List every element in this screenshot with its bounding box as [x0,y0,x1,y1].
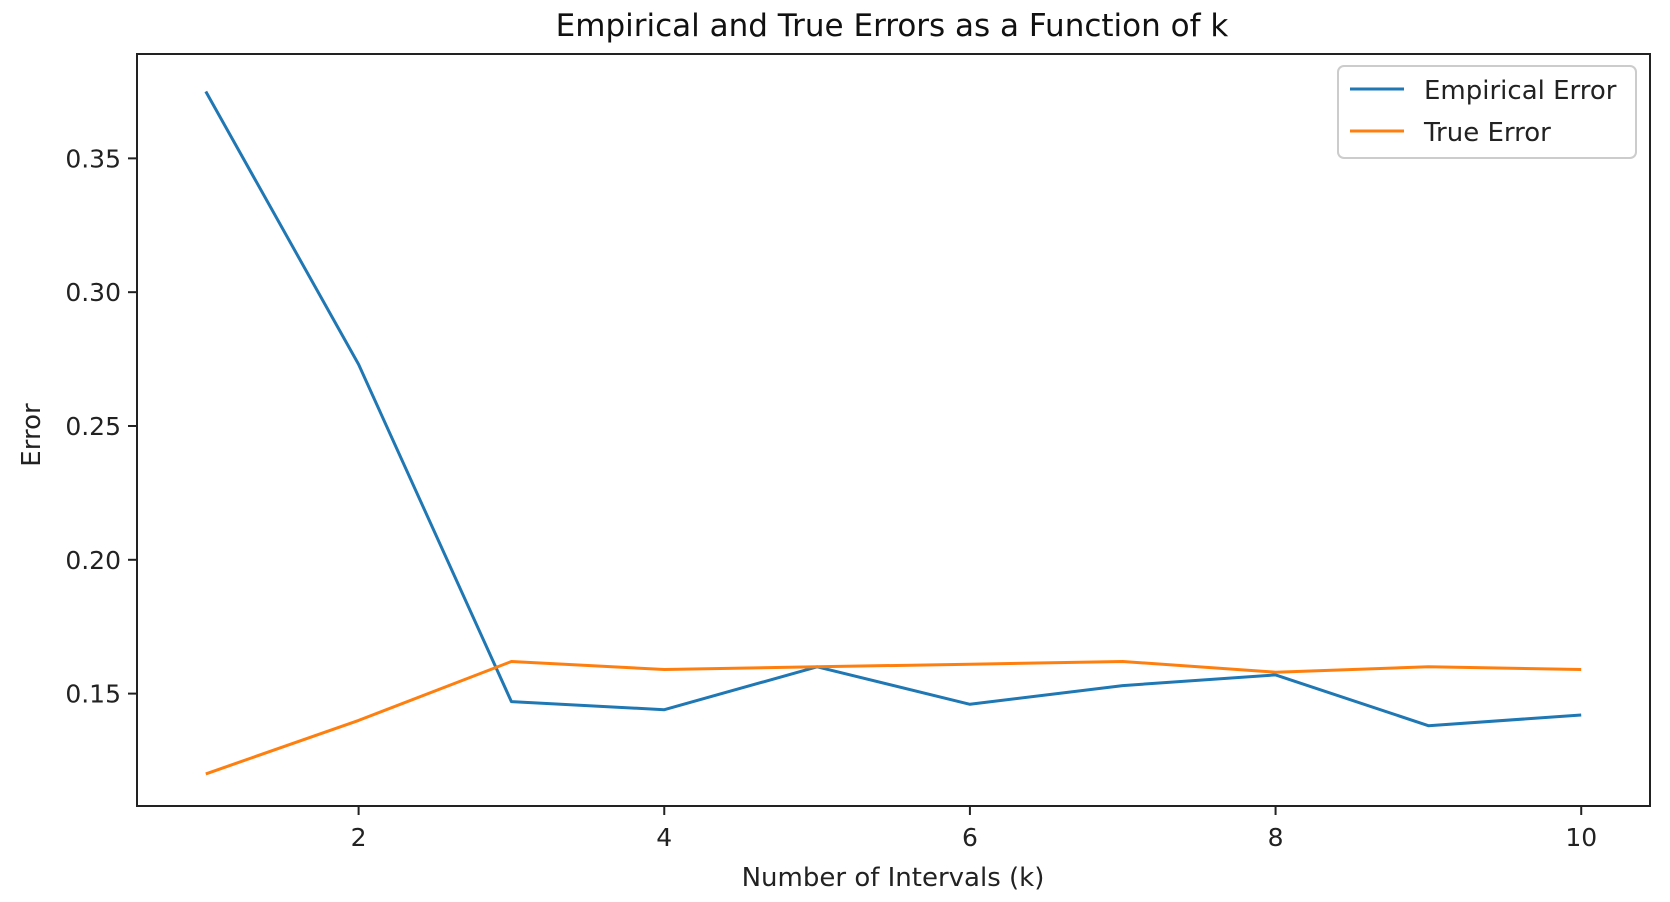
series-line-empirical-error [204,90,1582,728]
y-axis: 0.15 0.20 0.25 0.30 0.35 [65,144,137,709]
x-axis: 2 4 6 8 10 [351,806,1597,852]
legend: Empirical Error True Error [1337,65,1637,159]
y-tick-label: 0.35 [65,144,121,173]
x-tick-label: 10 [1565,823,1597,852]
legend-label-empirical-error: Empirical Error [1424,76,1617,106]
plot-area [136,53,1651,807]
legend-label-true-error: True Error [1423,118,1551,148]
y-tick-label: 0.20 [65,546,121,575]
y-axis-label: Error [17,403,47,467]
x-axis-label: Number of Intervals (k) [742,863,1045,893]
x-tick-label: 8 [1268,823,1284,852]
x-tick-label: 2 [351,823,367,852]
y-tick-label: 0.25 [65,412,121,441]
y-tick-label: 0.15 [65,680,121,709]
series-line-true-error [205,660,1582,776]
x-tick-label: 6 [962,823,978,852]
series-group [204,90,1582,776]
y-tick-label: 0.30 [65,278,121,307]
x-tick-label: 4 [656,823,672,852]
chart-title: Empirical and True Errors as a Function … [556,8,1229,44]
legend-box [1337,65,1637,159]
